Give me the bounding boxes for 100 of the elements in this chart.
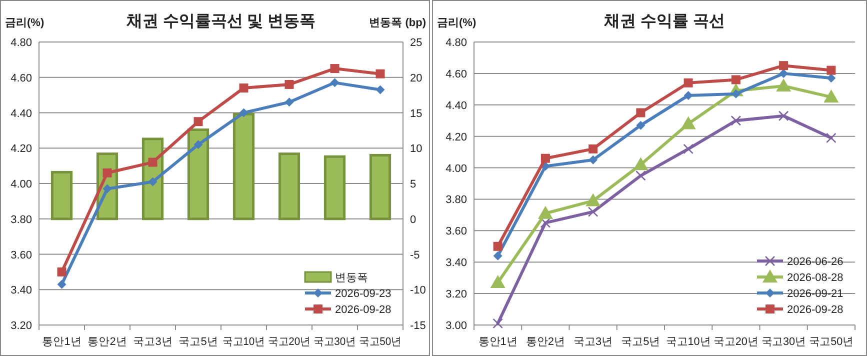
x-tick-label: 국고5년 [178, 336, 218, 348]
y-tick-label: 4.20 [446, 131, 467, 144]
point [376, 69, 385, 78]
x-tick-label: 국고5년 [621, 336, 660, 348]
x-tick-label: 국고20년 [714, 336, 759, 348]
y2-tick-label: -10 [410, 284, 426, 297]
point [194, 140, 203, 150]
point [493, 242, 502, 251]
point [731, 75, 740, 84]
legend-label: 변동폭 [335, 272, 368, 284]
bar [369, 154, 392, 220]
point [636, 120, 646, 130]
point [102, 168, 112, 178]
point [588, 155, 598, 164]
point [239, 108, 248, 118]
point [239, 83, 248, 92]
x-tick-label: 통안1년 [42, 336, 82, 348]
point [57, 267, 66, 276]
legend-label: 2026-06-26 [787, 256, 844, 268]
x-tick-label: 통안2년 [88, 336, 127, 348]
y2-tick-label: 15 [410, 108, 422, 120]
point [680, 116, 696, 130]
point [776, 78, 792, 92]
y2-tick-label: -15 [410, 320, 426, 332]
legend-label: 2026-08-28 [787, 272, 844, 284]
y2-axis-title: 변동폭 (bp) [369, 17, 426, 29]
y-tick-label: 3.20 [446, 288, 467, 301]
point [57, 280, 66, 289]
x-tick-label: 통안1년 [478, 336, 518, 348]
y-tick-label: 3.60 [10, 249, 32, 262]
point [730, 115, 742, 126]
point [683, 144, 694, 154]
y-tick-label: 3.40 [446, 257, 467, 270]
y-tick-label: 4.80 [446, 37, 467, 49]
y2-tick-label: -5 [410, 249, 420, 262]
point [540, 218, 551, 228]
point [779, 61, 788, 70]
y-tick-label: 3.60 [446, 226, 467, 238]
y2-tick-label: 5 [410, 178, 416, 190]
point [588, 206, 598, 217]
x-tick-label: 국고10년 [222, 336, 268, 348]
y-tick-label: 4.40 [446, 100, 467, 112]
y2-tick-label: 10 [410, 143, 422, 156]
x-tick-label: 국고3년 [574, 336, 613, 348]
x-tick-label: 국고50년 [359, 336, 404, 348]
point [492, 318, 503, 329]
point [633, 157, 648, 170]
chart-title: 채권 수익률 곡선 [603, 13, 725, 30]
point [826, 132, 836, 144]
y-tick-label: 3.00 [446, 320, 467, 332]
point [493, 251, 502, 260]
point [194, 117, 203, 126]
point [148, 177, 158, 186]
bar [50, 170, 73, 220]
chart-title: 채권 수익률곡선 및 변동폭 [125, 13, 316, 30]
y-tick-label: 4.60 [446, 68, 467, 80]
y2-tick-label: 0 [410, 214, 416, 226]
y-tick-label: 4.80 [10, 37, 32, 49]
point [826, 66, 836, 75]
x-tick-label: 국고10년 [666, 336, 712, 348]
legend-label: 2026-09-28 [787, 304, 844, 316]
y-tick-label: 4.00 [446, 162, 467, 175]
x-tick-label: 국고30년 [314, 336, 359, 348]
y-tick-label: 3.80 [446, 194, 467, 206]
bar [278, 152, 300, 220]
point [778, 110, 789, 122]
point [376, 85, 385, 94]
point [490, 275, 506, 288]
x-tick-label: 국고50년 [808, 336, 854, 348]
point [636, 108, 646, 118]
y-tick-label: 4.60 [10, 72, 32, 84]
point [540, 154, 550, 163]
y-tick-label: 3.20 [10, 320, 32, 332]
y-axis-title: 금리(%) [437, 17, 476, 29]
legend-label: 2026-09-23 [335, 288, 392, 300]
y-tick-label: 3.40 [10, 284, 32, 297]
point [284, 80, 294, 89]
y-tick-label: 3.80 [10, 214, 32, 226]
point [330, 78, 340, 88]
x-tick-label: 국고3년 [133, 336, 172, 348]
point [824, 90, 839, 103]
point [684, 78, 693, 88]
point [538, 206, 553, 219]
point [284, 98, 294, 107]
point [826, 74, 836, 83]
point [148, 158, 158, 167]
point [636, 170, 646, 181]
bar [324, 155, 346, 220]
point [330, 64, 340, 74]
y-axis-title: 금리(%) [5, 17, 44, 29]
x-tick-label: 통안2년 [526, 336, 565, 348]
y-tick-label: 4.00 [10, 178, 32, 190]
x-tick-label: 국고20년 [268, 336, 314, 348]
legend-label: 2026-09-28 [335, 304, 392, 316]
y2-tick-label: 25 [410, 37, 422, 49]
bar [187, 128, 210, 220]
point [586, 193, 601, 206]
y-tick-label: 4.40 [10, 108, 32, 120]
legend-label: 2026-09-21 [787, 288, 844, 300]
point [102, 184, 112, 194]
